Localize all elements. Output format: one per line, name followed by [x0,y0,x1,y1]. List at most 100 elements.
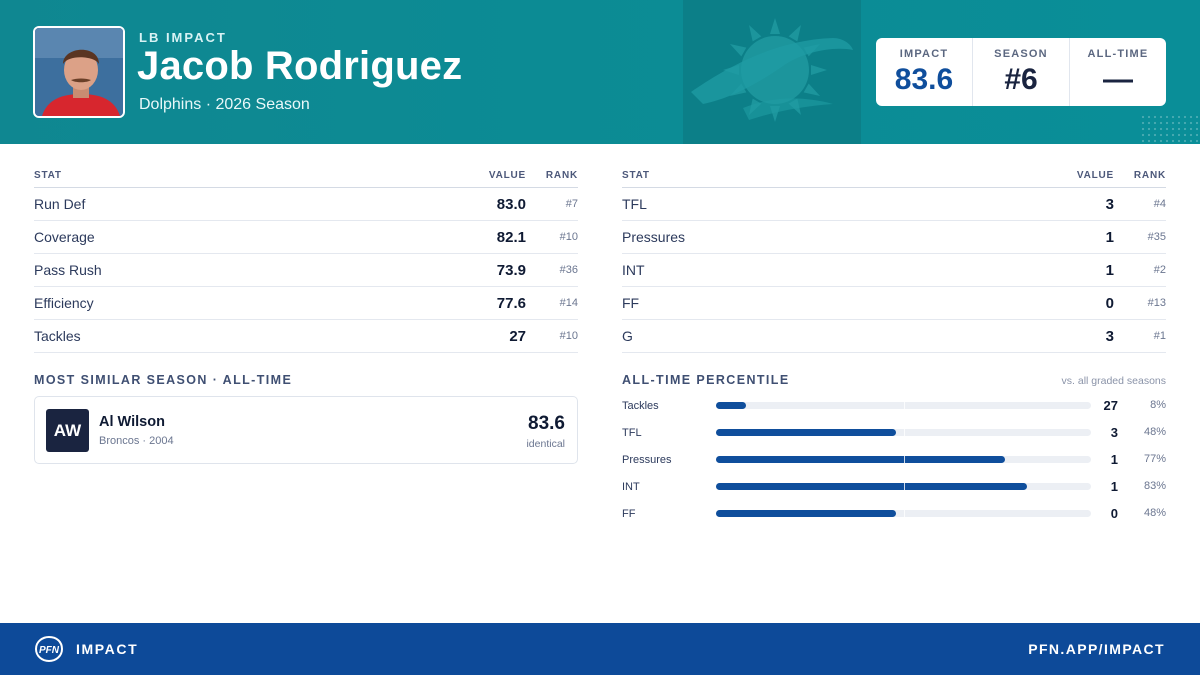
stat-rank: #36 [559,264,578,276]
similar-season-card[interactable]: AW Al Wilson Broncos · 2004 83.6 identic… [34,396,578,464]
percentile-title: ALL-TIME PERCENTILE [622,373,790,387]
header-value: VALUE [488,170,526,181]
table-row: TFL 3 #4 [622,188,1166,221]
similar-score: 83.6 [528,413,565,434]
percentile-percent: 48% [1143,426,1166,438]
impact-value: 83.6 [894,63,954,96]
all-time-rank: ALL-TIME — [1070,38,1166,106]
stat-name: FF [622,295,640,311]
header-rank: RANK [1133,170,1166,181]
stat-name: Efficiency [34,295,94,311]
season-value: #6 [1004,63,1038,96]
table-header: STAT VALUE RANK [34,164,578,188]
percentile-track [716,483,1091,490]
team-logo-panel [683,0,861,144]
table-row: Run Def 83.0 #7 [34,188,578,221]
percentile-value: 1 [1110,479,1118,494]
stat-value: 3 [1105,195,1114,213]
footer: PFN IMPACT PFN.APP/IMPACT [0,623,1200,675]
percentile-track [716,456,1091,463]
score-card: IMPACT 83.6 SEASON #6 ALL-TIME — [876,38,1166,106]
stat-value: 82.1 [496,228,526,246]
midline [903,456,905,463]
stat-name: Run Def [34,196,86,212]
percentile-bar [716,510,896,517]
table-row: Coverage 82.1 #10 [34,221,578,254]
table-row: G 3 #1 [622,320,1166,353]
similar-player-team-year: Broncos · 2004 [99,435,174,447]
list-item: INT 1 83% [622,478,1166,505]
similar-player-name: Al Wilson [99,414,165,430]
stat-name: Tackles [34,328,81,344]
percentile-bar [716,483,1028,490]
percentile-track [716,429,1091,436]
table-row: Pass Rush 73.9 #36 [34,254,578,287]
pfn-logo-text: PFN [39,645,60,656]
list-item: TFL 3 48% [622,424,1166,451]
stat-rank: #1 [1153,330,1166,342]
stat-value: 73.9 [496,261,526,279]
table-row: Pressures 1 #35 [622,221,1166,254]
percentile-label: TFL [622,427,642,439]
table-header: STAT VALUE RANK [622,164,1166,188]
dot-pattern [1140,114,1200,144]
header-stat: STAT [622,170,650,181]
avatar: AW [46,409,89,452]
stat-rank: #7 [565,198,578,210]
header-stat: STAT [34,170,62,181]
percentile-label: Pressures [622,454,672,466]
similarity-tag: identical [526,438,565,450]
percentile-label: FF [622,508,636,520]
season-rank: SEASON #6 [973,38,1070,106]
stat-rank: #35 [1147,231,1166,243]
header-rank: RANK [545,170,578,181]
percentile-value: 1 [1110,452,1118,467]
stat-value: 0 [1105,294,1114,312]
percentile-label: Tackles [622,400,659,412]
percentile-percent: 77% [1143,453,1166,465]
midline [903,429,905,436]
percentile-value: 27 [1103,398,1118,413]
percentile-percent: 8% [1150,399,1166,411]
header-value: VALUE [1076,170,1114,181]
stat-name: G [622,328,633,344]
stat-rank: #14 [559,297,578,309]
percentile-bar [716,456,1005,463]
percentile-percent: 48% [1143,507,1166,519]
stat-value: 83.0 [496,195,526,213]
list-item: Tackles 27 8% [622,397,1166,424]
percentile-value: 3 [1110,425,1118,440]
stat-rank: #10 [559,330,578,342]
stat-value: 3 [1105,327,1114,345]
impact-label: IMPACT [899,48,949,60]
percentile-note: vs. all graded seasons [1061,375,1166,387]
midline [903,510,905,517]
list-item: FF 0 48% [622,505,1166,532]
stat-rank: #2 [1153,264,1166,276]
pfn-logo-icon: PFN [34,635,64,663]
percentile-bar [716,402,746,409]
stat-value: 1 [1105,228,1114,246]
percentile-track [716,510,1091,517]
player-name: Jacob Rodriguez [137,44,463,88]
stat-value: 27 [509,327,526,345]
dolphins-logo-icon [691,18,853,122]
stat-value: 77.6 [496,294,526,312]
stat-name: Coverage [34,229,95,245]
season-label: SEASON [994,48,1048,60]
percentile-bar [716,429,896,436]
percentile-label: INT [622,481,640,493]
player-header: LB IMPACT Jacob Rodriguez Dolphins · 202… [0,0,1200,144]
footer-url[interactable]: PFN.APP/IMPACT [1028,641,1165,657]
stats-table-left: STAT VALUE RANK Run Def 83.0 #7 Coverage… [34,164,578,353]
percentile-track [716,402,1091,409]
stat-rank: #13 [1147,297,1166,309]
percentile-list: Tackles 27 8% TFL 3 48% Pressures 1 77% … [622,397,1166,532]
stat-name: INT [622,262,645,278]
stat-name: TFL [622,196,647,212]
stat-name: Pass Rush [34,262,102,278]
stats-table-right: STAT VALUE RANK TFL 3 #4 Pressures 1 #35… [622,164,1166,353]
stat-rank: #4 [1153,198,1166,210]
player-photo [33,26,125,118]
impact-score: IMPACT 83.6 [876,38,973,106]
